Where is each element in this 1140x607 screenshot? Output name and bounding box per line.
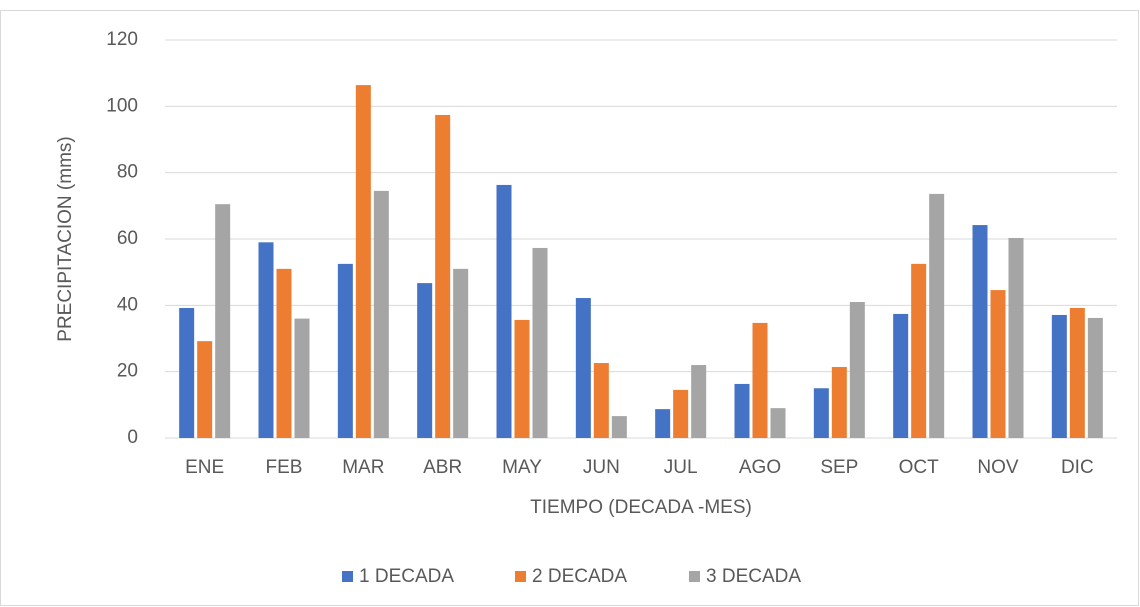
bar — [972, 225, 988, 438]
legend-swatch — [515, 571, 526, 582]
bar — [831, 367, 847, 438]
y-tick-label: 100 — [106, 95, 138, 116]
x-tick-label: SEP — [820, 457, 858, 478]
bar — [294, 318, 310, 438]
bar — [532, 247, 548, 438]
bar — [575, 298, 591, 438]
y-tick-label: 120 — [106, 29, 138, 50]
bar — [453, 268, 469, 438]
x-tick-label: DIC — [1061, 457, 1094, 478]
x-tick-label: ENE — [185, 457, 224, 478]
legend-label: 3 DECADA — [706, 566, 801, 587]
bar — [655, 409, 671, 438]
x-tick-label: FEB — [266, 457, 303, 478]
x-axis-title: TIEMPO (DECADA -MES) — [530, 497, 752, 518]
bar — [990, 290, 1006, 438]
x-tick-label: JUL — [664, 457, 698, 478]
bar — [673, 389, 689, 438]
bar — [215, 204, 231, 438]
y-tick-label: 20 — [117, 361, 138, 382]
bar — [893, 313, 909, 438]
x-tick-label: OCT — [899, 457, 940, 478]
bar — [435, 114, 451, 438]
bar — [258, 242, 274, 438]
legend-swatch — [689, 571, 700, 582]
legend-label: 1 DECADA — [359, 566, 454, 587]
bar — [752, 322, 768, 438]
bar — [373, 190, 389, 438]
bar — [593, 363, 609, 438]
bar — [813, 388, 829, 438]
y-tick-label: 60 — [117, 228, 138, 249]
x-tick-label: NOV — [977, 457, 1019, 478]
x-tick-label: MAY — [502, 457, 542, 478]
bar — [179, 307, 195, 438]
y-tick-label: 40 — [117, 294, 138, 315]
bar — [197, 341, 213, 438]
bar — [929, 193, 945, 438]
bar — [770, 408, 786, 438]
y-tick-label: 80 — [117, 162, 138, 183]
x-tick-label: JUN — [583, 457, 620, 478]
bar — [734, 383, 750, 438]
bar — [514, 319, 530, 438]
bar — [849, 302, 865, 438]
x-tick-label: AGO — [739, 457, 781, 478]
y-tick-label: 0 — [127, 427, 138, 448]
bar — [417, 283, 433, 438]
bar — [355, 85, 371, 439]
legend-label: 2 DECADA — [532, 566, 627, 587]
bar — [1069, 307, 1085, 438]
bar — [276, 268, 292, 438]
legend-swatch — [342, 571, 353, 582]
bar — [611, 416, 627, 438]
bar — [1051, 314, 1067, 438]
bar — [691, 365, 707, 438]
bar — [911, 263, 927, 438]
y-axis-title: PRECIPITACION (mms) — [55, 136, 76, 341]
bar — [337, 263, 353, 438]
bar — [1008, 238, 1024, 438]
bar — [1087, 317, 1103, 438]
x-tick-label: ABR — [423, 457, 462, 478]
x-tick-label: MAR — [342, 457, 384, 478]
bar — [496, 184, 512, 438]
